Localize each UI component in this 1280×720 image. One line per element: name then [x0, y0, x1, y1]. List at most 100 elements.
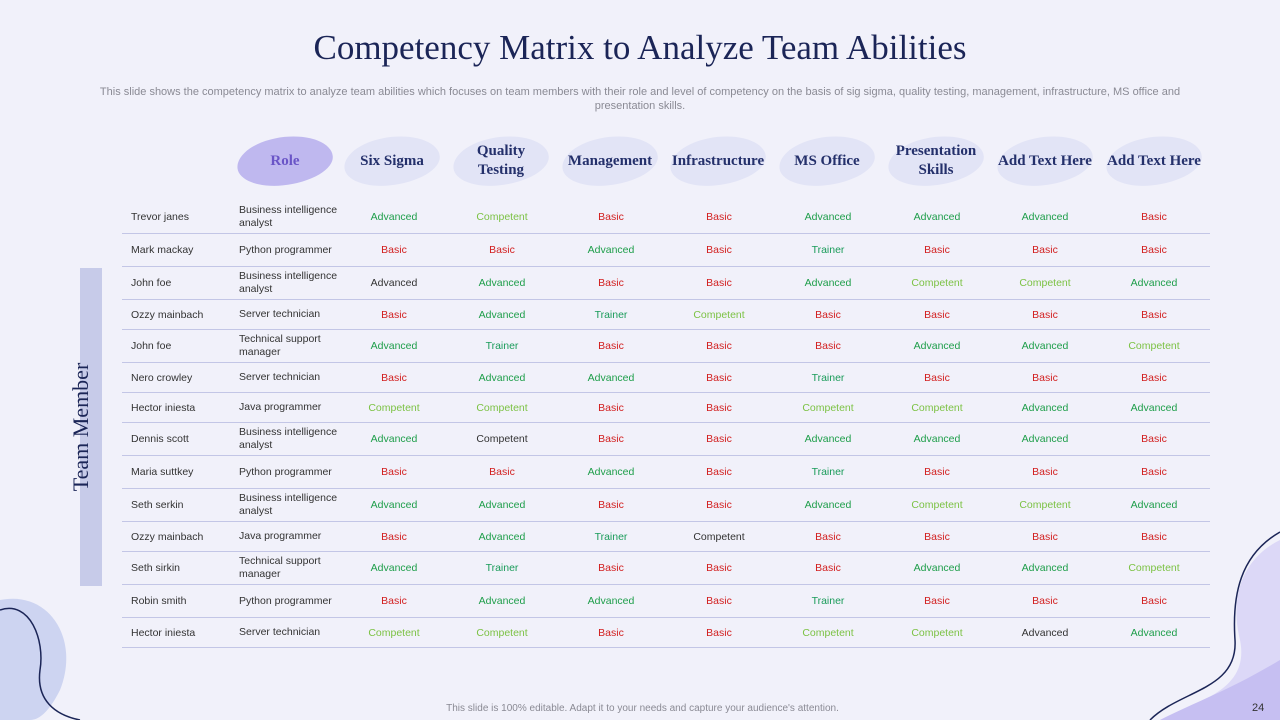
header-infrastructure: Infrastructure: [667, 132, 769, 190]
header-label: Add Text Here: [1107, 152, 1201, 169]
competency-level: Basic: [598, 210, 624, 223]
competency-level: Competent: [476, 626, 528, 639]
member-name: Nero crowley: [131, 371, 193, 384]
competency-level: Advanced: [1021, 433, 1069, 445]
member-role: Python programmer: [239, 465, 332, 478]
member-name: Hector iniesta: [131, 626, 196, 639]
competency-level: Advanced: [1130, 401, 1178, 414]
competency-level: Advanced: [1130, 626, 1178, 639]
member-name: Mark mackay: [131, 244, 194, 256]
competency-level: Advanced: [1021, 401, 1069, 414]
header-label: MS Office: [794, 152, 860, 169]
competency-level: Trainer: [594, 530, 628, 543]
member-name: Maria suttkey: [131, 466, 194, 478]
competency-level: Competent: [802, 626, 854, 639]
table-row: Hector iniesta Java programmer Competent Co…: [122, 393, 1210, 423]
team-member-bar: [80, 268, 102, 586]
bottom-left-wave: [0, 598, 67, 720]
team-member-label: Team Member: [68, 362, 93, 492]
competency-level: Basic: [1032, 466, 1058, 478]
competency-level: Advanced: [478, 499, 526, 511]
member-role: Business intelligence analyst: [239, 426, 338, 451]
competency-level: Advanced: [587, 466, 635, 478]
competency-level: Competent: [1019, 499, 1071, 511]
bottom-right-wave-outline: [1149, 531, 1280, 720]
competency-level: Advanced: [913, 210, 961, 223]
competency-level: Basic: [706, 433, 732, 445]
competency-level: Basic: [924, 244, 950, 256]
competency-level: Basic: [706, 277, 732, 289]
table-row: Nero crowley Server technician Basic Advanc…: [122, 363, 1210, 393]
competency-level: Basic: [1141, 433, 1167, 445]
table-row: John foe Technical support manager Advance…: [122, 330, 1210, 363]
competency-level: Basic: [1141, 244, 1167, 256]
table-row: Hector iniesta Server technician Competent…: [122, 618, 1210, 648]
member-name: Seth serkin: [131, 499, 184, 511]
competency-level: Basic: [706, 210, 732, 223]
header-label: Presentation Skills: [895, 143, 977, 178]
competency-level: Basic: [381, 530, 407, 543]
competency-level: Advanced: [804, 277, 852, 289]
header-presentation-skills: Presentation Skills: [885, 132, 987, 190]
table-row: Mark mackay Python programmer Basic Basic Ad…: [122, 234, 1210, 267]
competency-level: Basic: [598, 401, 624, 414]
competency-level: Competent: [693, 308, 745, 321]
competency-level: Advanced: [1021, 562, 1069, 574]
competency-level: Basic: [706, 340, 732, 352]
member-name: John foe: [131, 277, 172, 289]
competency-level: Advanced: [587, 244, 635, 256]
competency-level: Basic: [381, 466, 407, 478]
member-role: Server technician: [239, 308, 321, 320]
competency-level: Trainer: [811, 466, 845, 478]
competency-level: Basic: [598, 433, 624, 445]
competency-level: Competent: [911, 499, 963, 511]
table-row: Seth sirkin Technical support manager Adva…: [122, 552, 1210, 585]
member-name: Seth sirkin: [131, 562, 181, 574]
competency-level: Basic: [1141, 595, 1167, 607]
competency-level: Basic: [381, 308, 407, 321]
competency-level: Basic: [489, 244, 515, 256]
competency-level: Basic: [598, 626, 624, 639]
table-row: Ozzy mainbach Server technician Basic Advan…: [122, 300, 1210, 330]
competency-level: Advanced: [370, 433, 418, 445]
competency-level: Basic: [1032, 308, 1058, 321]
competency-level: Basic: [706, 595, 732, 607]
competency-level: Basic: [924, 308, 950, 321]
header-role: Role: [234, 132, 336, 190]
table-row: Maria suttkey Python programmer Basic Basic…: [122, 456, 1210, 489]
competency-level: Basic: [1032, 595, 1058, 607]
table-row: Seth serkin Business intelligence analyst…: [122, 489, 1210, 522]
table-row: Ozzy mainbach Java programmer Basic Advance…: [122, 522, 1210, 552]
competency-level: Advanced: [370, 277, 418, 289]
competency-level: Basic: [381, 595, 407, 607]
competency-level: Advanced: [478, 371, 526, 384]
table-row: Trevor janes Business intelligence analys…: [122, 200, 1210, 234]
competency-level: Advanced: [913, 340, 961, 352]
competency-level: Competent: [802, 401, 854, 414]
header-label: Add Text Here: [998, 152, 1092, 169]
header-quality-testing: Quality Testing: [450, 132, 552, 190]
page-number: 24: [1252, 702, 1265, 714]
competency-level: Competent: [693, 530, 745, 543]
competency-level: Basic: [598, 340, 624, 352]
member-name: Trevor janes: [131, 210, 189, 223]
member-name: Hector iniesta: [131, 401, 196, 414]
bottom-right-wave: [1160, 540, 1280, 720]
header-label: Management: [567, 152, 653, 169]
competency-level: Competent: [368, 626, 420, 639]
member-role: Python programmer: [239, 594, 332, 607]
competency-level: Basic: [924, 466, 950, 478]
member-role: Server technician: [239, 371, 321, 383]
competency-level: Basic: [1032, 530, 1058, 543]
competency-level: Basic: [381, 244, 407, 256]
competency-level: Basic: [1141, 530, 1167, 543]
competency-level: Competent: [911, 277, 963, 289]
member-name: John foe: [131, 340, 172, 352]
footer-note: This slide is 100% editable. Adapt it to…: [446, 703, 839, 714]
competency-level: Advanced: [1130, 277, 1178, 289]
competency-level: Advanced: [478, 277, 526, 289]
table-row: John foe Business intelligence analyst Adv…: [122, 267, 1210, 300]
header-label: Quality Testing: [476, 143, 526, 178]
member-role: Technical support manager: [239, 555, 321, 580]
